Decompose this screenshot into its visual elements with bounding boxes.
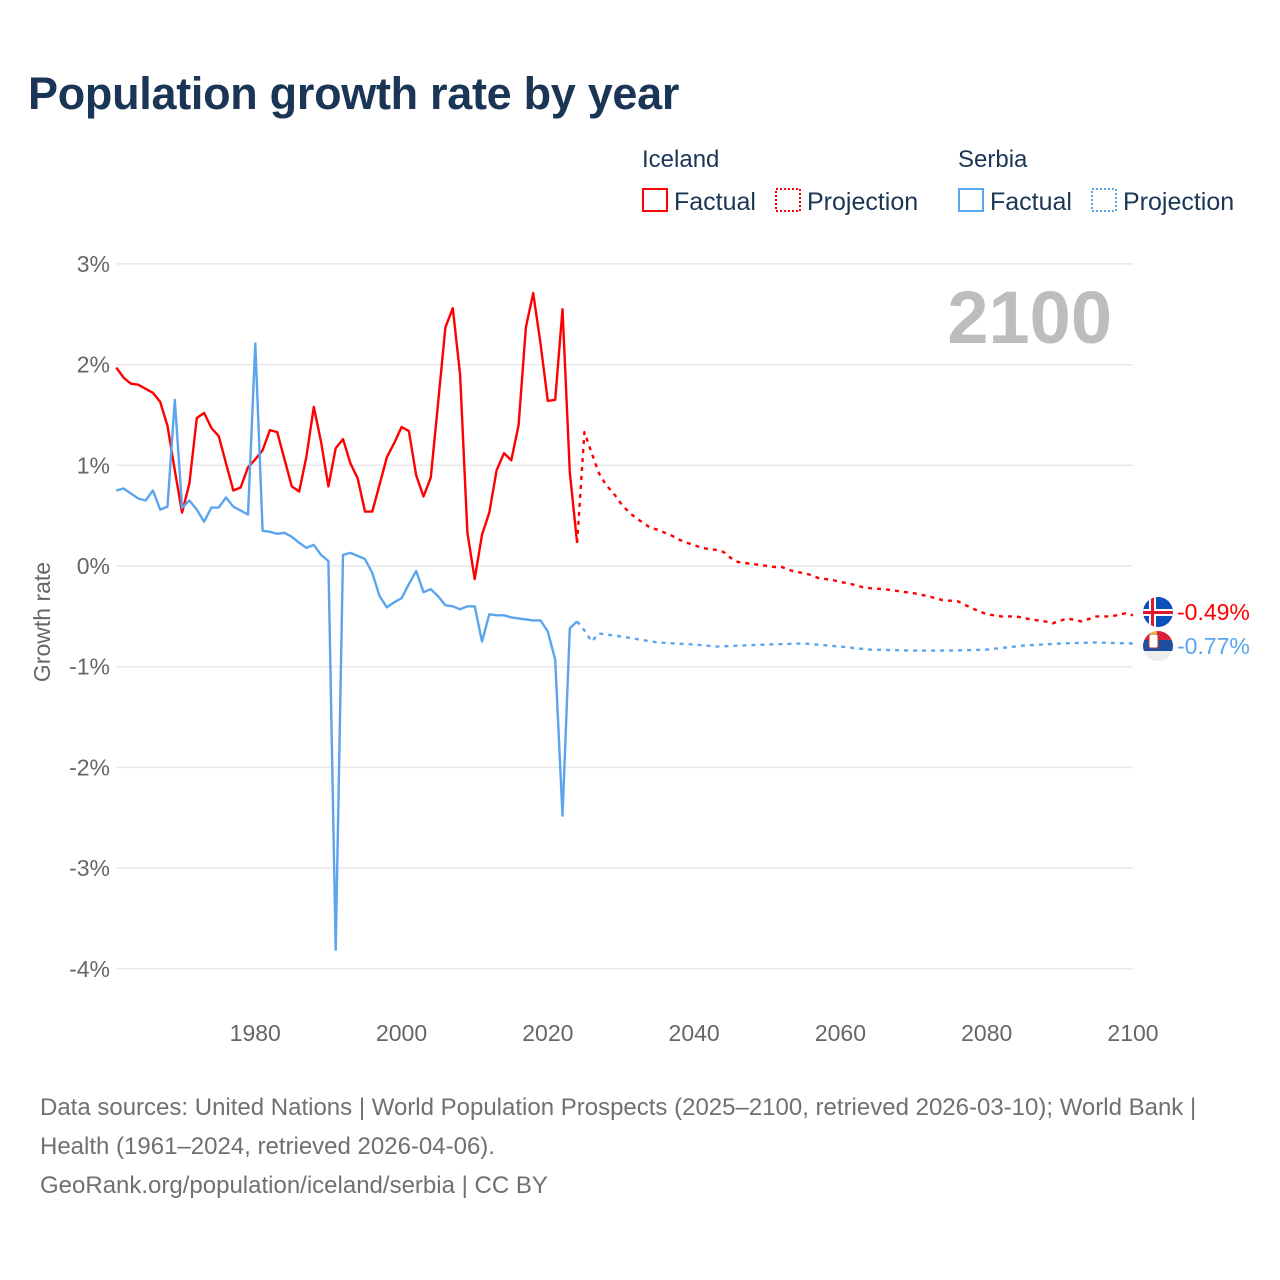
legend-label-iceland-projection[interactable]: Projection	[807, 188, 918, 216]
legend-swatch-serbia-projection	[1091, 188, 1117, 212]
x-tick-label: 2080	[961, 1020, 1012, 1046]
x-tick-label: 2000	[376, 1020, 427, 1046]
gridlines	[116, 263, 1133, 970]
iceland-projection-line	[575, 430, 1134, 625]
series-lines	[115, 291, 1134, 951]
y-axis-title: Growth rate	[29, 562, 55, 682]
end-label-serbia: -0.77%	[1177, 633, 1250, 659]
legend-swatch-iceland-projection	[775, 188, 801, 212]
y-tick-label: 1%	[77, 452, 110, 478]
x-tick-label: 2020	[522, 1020, 573, 1046]
data-sources: Data sources: United Nations | World Pop…	[40, 1094, 1197, 1160]
iceland-flag-icon	[1143, 597, 1173, 627]
serbia-flag-icon	[1143, 631, 1173, 661]
y-tick-label: -1%	[69, 654, 110, 680]
y-tick-label: -3%	[69, 855, 110, 881]
legend-label-serbia-projection[interactable]: Projection	[1123, 188, 1234, 216]
x-tick-label: 2040	[669, 1020, 720, 1046]
y-axis-ticks: 3% 2% 1% 0% -1% -2% -3% -4%	[69, 251, 110, 982]
legend-group-iceland: Iceland	[642, 146, 719, 173]
x-tick-label: 2100	[1107, 1020, 1158, 1046]
x-tick-label: 2060	[815, 1020, 866, 1046]
footer: Data sources: United Nations | World Pop…	[40, 1088, 1240, 1205]
y-tick-label: 3%	[77, 251, 110, 277]
end-label-iceland: -0.49%	[1177, 599, 1250, 625]
legend: Iceland Factual Projection Serbia Factua…	[642, 146, 1234, 216]
serbia-projection-line	[576, 620, 1134, 652]
legend-swatch-serbia-factual	[958, 188, 984, 212]
legend-label-serbia-factual[interactable]: Factual	[990, 188, 1072, 216]
serbia-factual-line	[115, 342, 578, 951]
iceland-factual-line	[115, 291, 579, 581]
legend-group-serbia: Serbia	[958, 146, 1028, 173]
credit-link[interactable]: GeoRank.org/population/iceland/serbia | …	[40, 1172, 548, 1199]
legend-swatch-iceland-factual	[642, 188, 668, 212]
y-tick-label: 2%	[77, 352, 110, 378]
y-tick-label: -2%	[69, 754, 110, 780]
x-tick-label: 1980	[230, 1020, 281, 1046]
y-tick-label: -4%	[69, 956, 110, 982]
legend-label-iceland-factual[interactable]: Factual	[674, 188, 756, 216]
x-axis-ticks: 1980 2000 2020 2040 2060 2080 2100	[230, 1020, 1159, 1046]
current-year-label: 2100	[947, 276, 1112, 359]
y-tick-label: 0%	[77, 553, 110, 579]
chart-title: Population growth rate by year	[28, 68, 680, 119]
